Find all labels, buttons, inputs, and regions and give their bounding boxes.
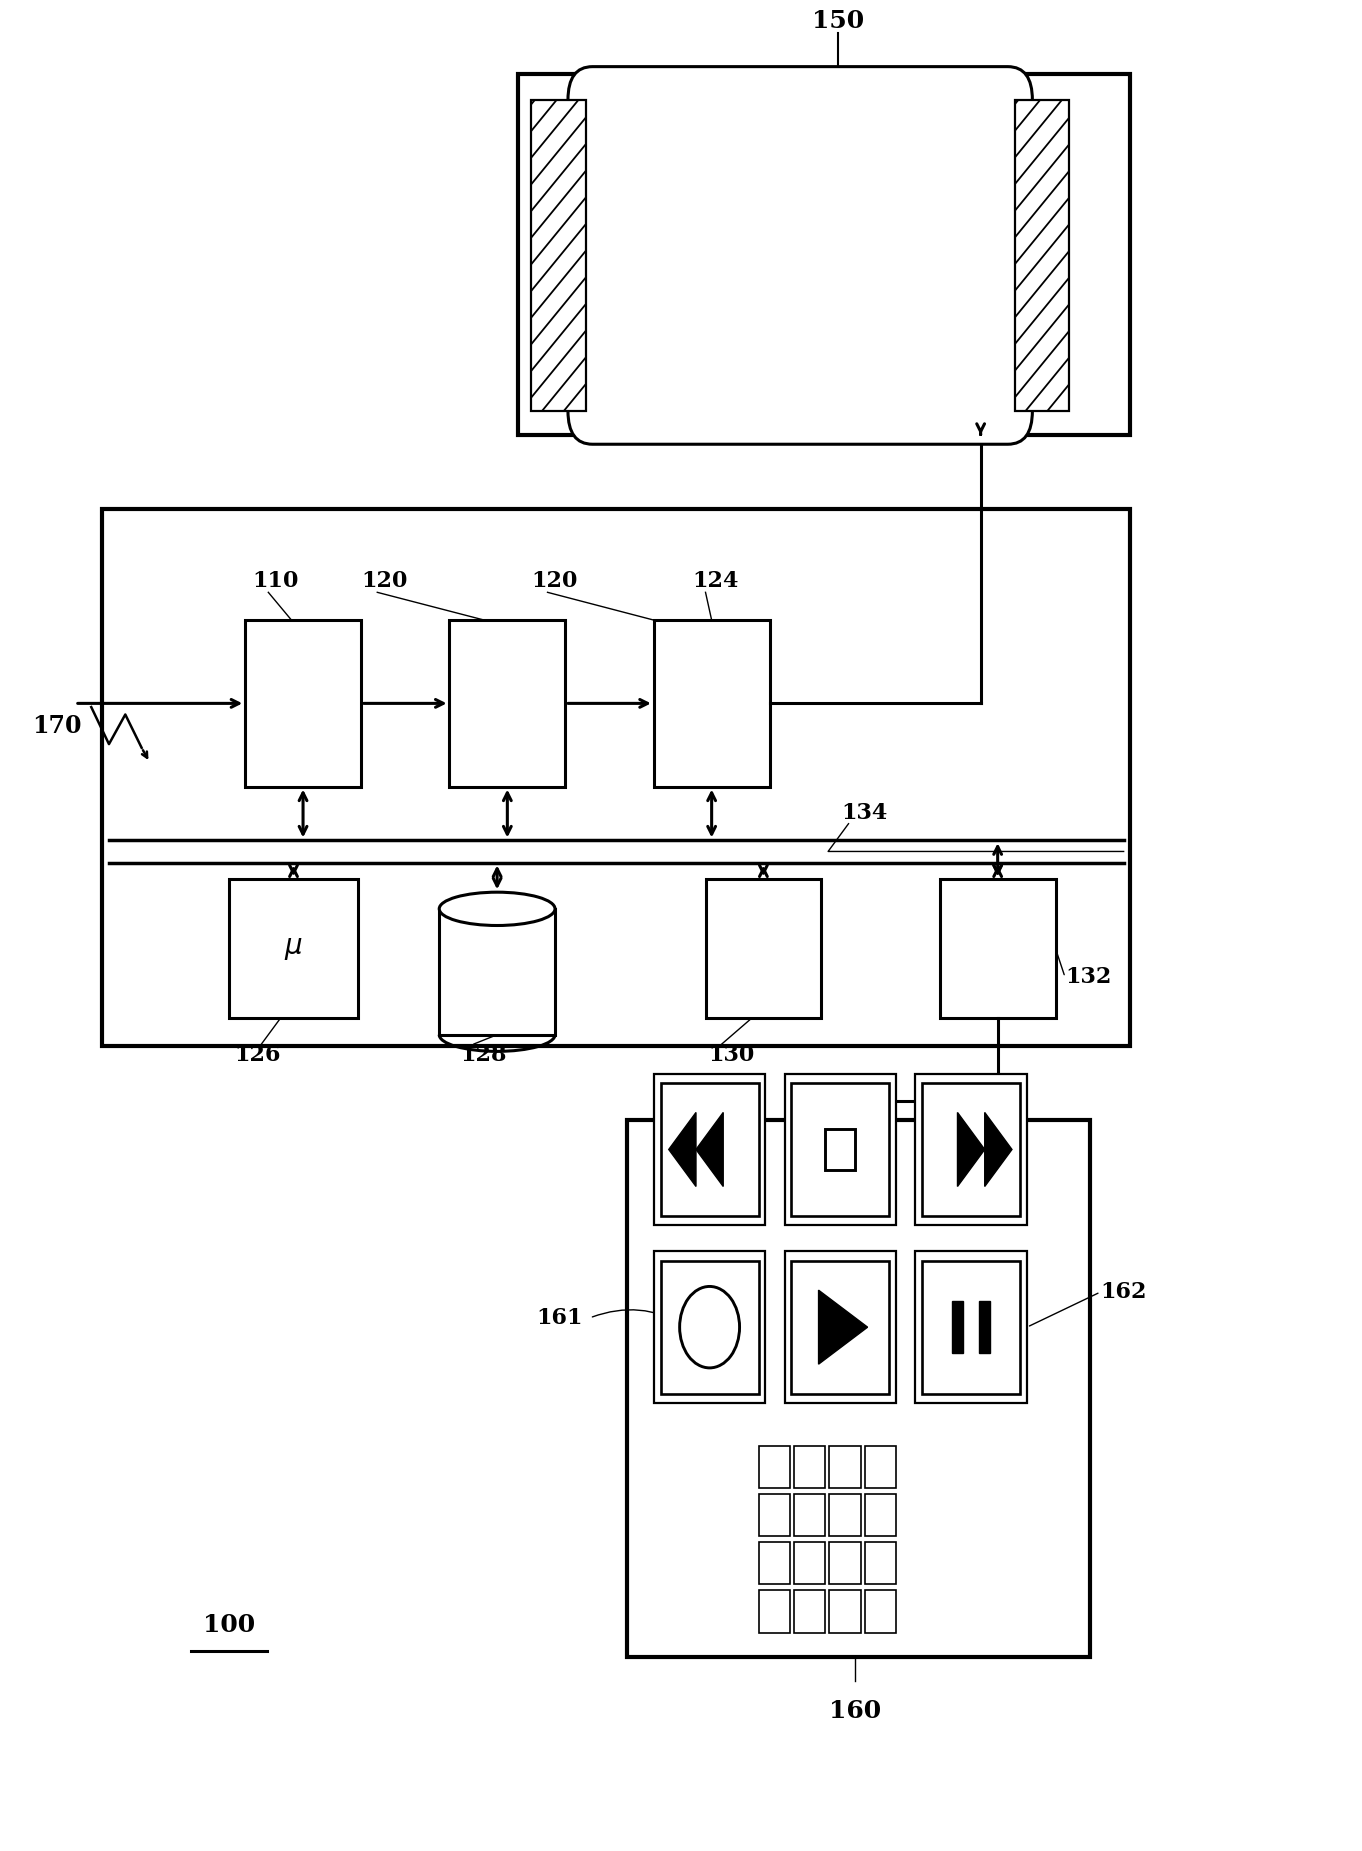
Bar [865, 1590, 896, 1633]
Bar [518, 74, 1130, 435]
Bar [531, 100, 586, 411]
Polygon shape [952, 1301, 963, 1353]
Bar [865, 1494, 896, 1536]
Text: 170: 170 [33, 714, 82, 737]
Bar [940, 879, 1056, 1018]
Bar [794, 1590, 825, 1633]
Bar [829, 1446, 861, 1488]
Text: 134: 134 [842, 801, 888, 824]
FancyBboxPatch shape [568, 67, 1032, 444]
Bar [791, 1083, 889, 1216]
Bar [865, 1542, 896, 1584]
Bar [706, 879, 821, 1018]
Text: 162: 162 [1100, 1281, 1147, 1303]
Text: 126: 126 [234, 1044, 281, 1066]
Text: 161: 161 [537, 1307, 583, 1329]
Bar [922, 1083, 1020, 1216]
Bar [439, 909, 556, 1035]
Bar [654, 620, 770, 787]
Bar [661, 1083, 759, 1216]
Bar [449, 620, 565, 787]
Bar [661, 1261, 759, 1394]
Bar [865, 1446, 896, 1488]
Bar [915, 1074, 1027, 1225]
Bar [1015, 100, 1069, 411]
Bar [785, 1074, 896, 1225]
Polygon shape [985, 1112, 1012, 1186]
Bar [627, 1120, 1090, 1657]
Bar [791, 1261, 889, 1394]
Bar [922, 1261, 1020, 1394]
Text: 128: 128 [460, 1044, 507, 1066]
Ellipse shape [439, 892, 556, 926]
Bar [794, 1446, 825, 1488]
Text: 120: 120 [361, 570, 407, 592]
Text: $\mu$: $\mu$ [285, 935, 302, 963]
Bar [229, 879, 358, 1018]
Bar [829, 1542, 861, 1584]
Circle shape [680, 1286, 740, 1368]
Bar [654, 1074, 765, 1225]
Polygon shape [819, 1290, 868, 1364]
Text: 160: 160 [829, 1699, 881, 1723]
Text: 124: 124 [692, 570, 738, 592]
Text: 130: 130 [708, 1044, 755, 1066]
Polygon shape [696, 1112, 723, 1186]
Bar [102, 509, 1130, 1046]
Polygon shape [957, 1112, 985, 1186]
Text: 150: 150 [812, 9, 864, 33]
Bar [794, 1542, 825, 1584]
Bar [829, 1590, 861, 1633]
Bar [794, 1494, 825, 1536]
Bar [245, 620, 361, 787]
Bar [759, 1542, 790, 1584]
Bar [915, 1251, 1027, 1403]
Polygon shape [669, 1112, 696, 1186]
Bar [829, 1494, 861, 1536]
Text: 100: 100 [203, 1614, 255, 1636]
Polygon shape [979, 1301, 990, 1353]
Bar [825, 1129, 855, 1170]
Bar [759, 1590, 790, 1633]
Bar [759, 1494, 790, 1536]
Bar [785, 1251, 896, 1403]
Text: 132: 132 [1065, 966, 1111, 988]
Bar [654, 1251, 765, 1403]
Text: 110: 110 [252, 570, 298, 592]
Text: 120: 120 [531, 570, 577, 592]
Bar [759, 1446, 790, 1488]
